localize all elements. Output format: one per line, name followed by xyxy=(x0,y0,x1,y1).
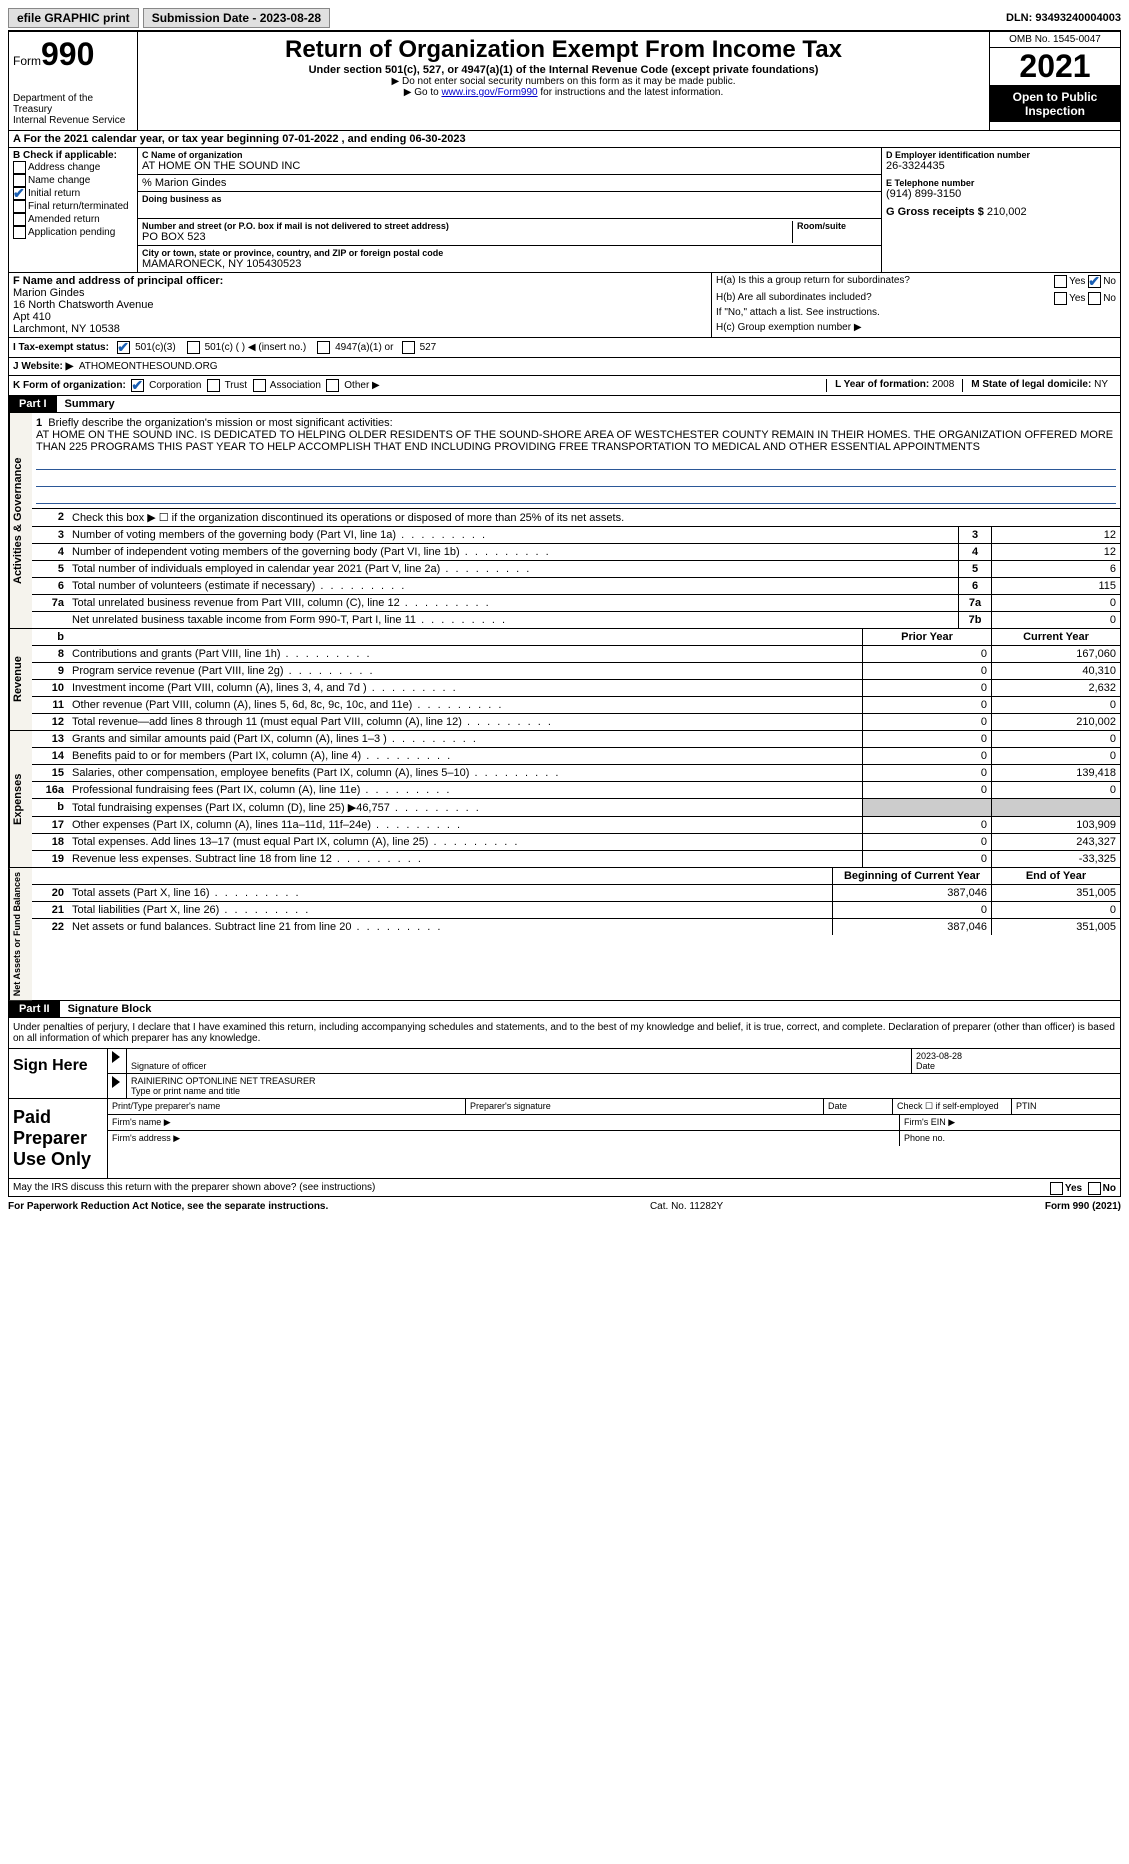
ein: 26-3324435 xyxy=(886,160,1116,172)
row-i-tax-status: I Tax-exempt status: 501(c)(3) 501(c) ( … xyxy=(8,338,1121,358)
instr-2: ▶ Go to www.irs.gov/Form990 for instruct… xyxy=(142,87,985,98)
expenses-section: Expenses 13Grants and similar amounts pa… xyxy=(8,731,1121,868)
form-number: Form990 xyxy=(13,36,133,73)
instr-1: ▶ Do not enter social security numbers o… xyxy=(142,76,985,87)
year-formation: 2008 xyxy=(932,379,954,390)
row-a-tax-year: A For the 2021 calendar year, or tax yea… xyxy=(8,131,1121,148)
state-domicile: NY xyxy=(1094,379,1108,390)
col-b-checkboxes: B Check if applicable: Address change Na… xyxy=(9,148,138,272)
officer-name-title: RAINIERINC OPTONLINE NET TREASURER xyxy=(131,1076,1116,1086)
officer-name: Marion Gindes xyxy=(13,287,707,299)
efile-print-button[interactable]: efile GRAPHIC print xyxy=(8,8,139,28)
form-subtitle: Under section 501(c), 527, or 4947(a)(1)… xyxy=(142,64,985,76)
mission-text: AT HOME ON THE SOUND INC. IS DEDICATED T… xyxy=(36,429,1113,453)
tax-year: 2021 xyxy=(990,48,1120,86)
form-header: Form990 Department of the Treasury Inter… xyxy=(8,31,1121,131)
may-irs-discuss: May the IRS discuss this return with the… xyxy=(8,1179,1121,1197)
row-j-website: J Website: ▶ ATHOMEONTHESOUND.ORG xyxy=(8,358,1121,376)
part-ii-bar: Part II Signature Block xyxy=(8,1001,1121,1018)
identity-block: B Check if applicable: Address change Na… xyxy=(8,148,1121,273)
submission-date-button[interactable]: Submission Date - 2023-08-28 xyxy=(143,8,330,28)
net-assets-section: Net Assets or Fund Balances Beginning of… xyxy=(8,868,1121,1001)
street-address: PO BOX 523 xyxy=(142,231,792,243)
care-of: % Marion Gindes xyxy=(138,175,881,192)
top-toolbar: efile GRAPHIC print Submission Date - 20… xyxy=(8,8,1121,31)
page-footer: For Paperwork Reduction Act Notice, see … xyxy=(8,1197,1121,1212)
omb-number: OMB No. 1545-0047 xyxy=(990,32,1120,48)
org-name: AT HOME ON THE SOUND INC xyxy=(142,160,877,172)
row-k-form-org: K Form of organization: Corporation Trus… xyxy=(8,376,1121,396)
line-5-val: 6 xyxy=(991,561,1120,577)
dln-label: DLN: 93493240004003 xyxy=(1006,12,1121,24)
form990-link[interactable]: www.irs.gov/Form990 xyxy=(441,87,537,98)
city-state-zip: MAMARONECK, NY 105430523 xyxy=(142,258,877,270)
website: ATHOMEONTHESOUND.ORG xyxy=(79,361,218,372)
line-6-val: 115 xyxy=(991,578,1120,594)
activities-governance-section: Activities & Governance 1 Briefly descri… xyxy=(8,413,1121,629)
irs-label: Internal Revenue Service xyxy=(13,115,133,126)
revenue-section: Revenue bPrior YearCurrent Year 8Contrib… xyxy=(8,629,1121,731)
sig-date: 2023-08-28 xyxy=(916,1051,1116,1061)
col-c-org-info: C Name of organization AT HOME ON THE SO… xyxy=(138,148,882,272)
arrow-icon xyxy=(112,1051,120,1063)
line-4-val: 12 xyxy=(991,544,1120,560)
col-d-ein-phone: D Employer identification number 26-3324… xyxy=(882,148,1120,272)
line-7a-val: 0 xyxy=(991,595,1120,611)
gross-receipts: 210,002 xyxy=(987,206,1027,218)
signature-block: Under penalties of perjury, I declare th… xyxy=(8,1018,1121,1179)
arrow-icon xyxy=(112,1076,120,1088)
part-i-bar: Part I Summary xyxy=(8,396,1121,413)
row-f-h: F Name and address of principal officer:… xyxy=(8,273,1121,338)
phone: (914) 899-3150 xyxy=(886,188,1116,200)
dept-label: Department of the Treasury xyxy=(13,93,133,115)
form-title: Return of Organization Exempt From Incom… xyxy=(142,36,985,64)
open-to-public-badge: Open to Public Inspection xyxy=(990,86,1120,122)
line-3-val: 12 xyxy=(991,527,1120,543)
line-7b-val: 0 xyxy=(991,612,1120,628)
